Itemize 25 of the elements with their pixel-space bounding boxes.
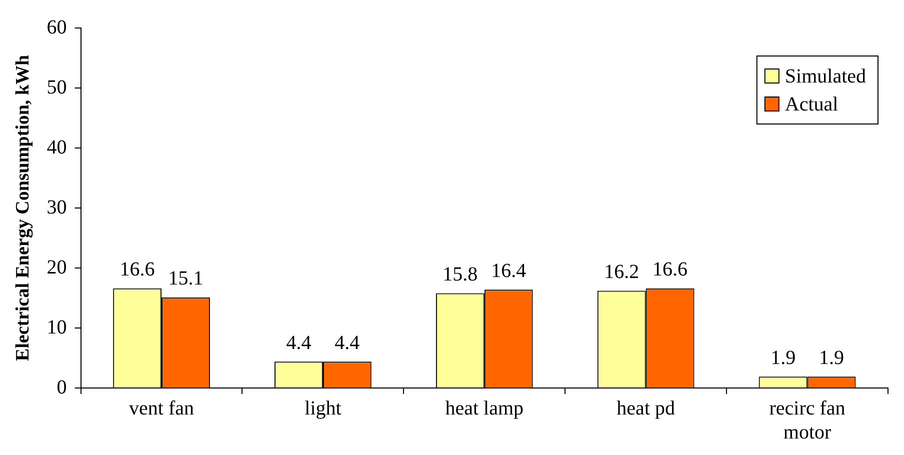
data-label: 16.6: [652, 258, 688, 281]
y-tick-label: 50: [46, 76, 67, 98]
y-tick-label: 30: [46, 196, 67, 218]
legend-label: Actual: [784, 93, 839, 116]
data-label: 1.9: [770, 346, 796, 369]
data-label: 4.4: [286, 332, 312, 354]
data-label: 15.8: [442, 263, 478, 286]
y-tick-label: 40: [46, 136, 67, 158]
x-tick-label: recirc fan motor: [769, 397, 846, 444]
x-tick-label: heat pd: [616, 397, 675, 420]
data-label: 1.9: [818, 346, 844, 369]
y-tick-label: 60: [46, 16, 67, 38]
data-label: 4.4: [334, 332, 360, 354]
data-label: 16.4: [491, 260, 526, 282]
x-tick-label: vent fan: [129, 397, 194, 420]
data-label: 15.1: [168, 268, 204, 290]
x-tick-label: heat lamp: [445, 397, 524, 420]
data-label: 16.2: [604, 261, 640, 284]
data-label: 16.6: [120, 258, 155, 281]
y-tick-label: 20: [46, 256, 67, 278]
y-tick-label: 0: [56, 376, 67, 398]
y-tick-label: 10: [46, 316, 67, 338]
y-axis-title: Electrical Energy Consumption, kWh: [12, 54, 34, 362]
legend-label: Simulated: [784, 65, 866, 88]
x-tick-label: light: [304, 397, 342, 420]
